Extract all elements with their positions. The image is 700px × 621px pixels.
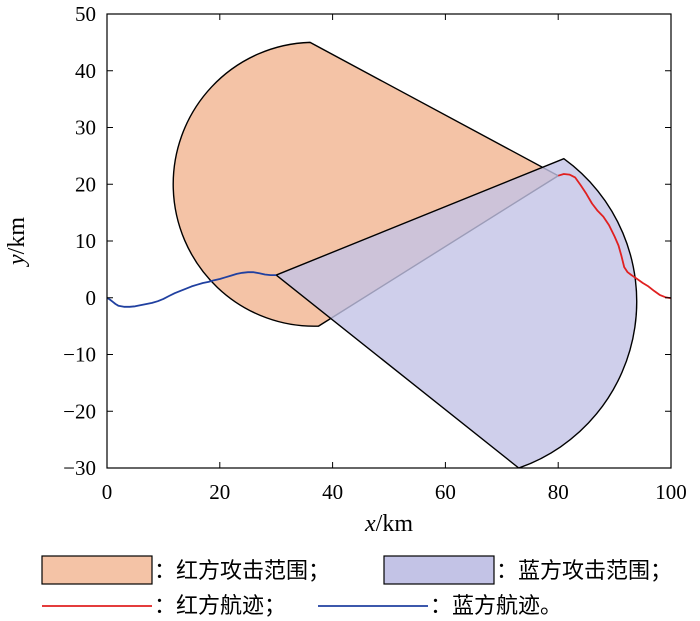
x-tick-label: 100 — [655, 480, 687, 504]
attack-regions — [172, 41, 638, 468]
legend: ：红方攻击范围； ：蓝方攻击范围； ：红方航迹； ：蓝方航迹。 — [41, 555, 672, 619]
y-tick-label: 0 — [86, 286, 97, 310]
y-tick-label: −10 — [63, 343, 96, 367]
x-axis-unit: /km — [376, 511, 414, 537]
x-axis-label-text: x/km — [364, 511, 413, 537]
legend-label-blue-track: ：蓝方航迹。 — [430, 594, 562, 619]
legend-label-red-track: ：红方航迹； — [154, 594, 286, 619]
legend-label-red-region: ：红方攻击范围； — [154, 559, 330, 584]
blue-track-line — [107, 271, 277, 308]
y-axis-label-text: y/km — [4, 217, 30, 267]
axis-ticks: 0 20 40 60 80 100 −30 −20 −10 0 10 20 30 40 50 — [63, 2, 687, 504]
y-tick-label: 30 — [75, 116, 96, 140]
red-attack-region — [172, 41, 560, 327]
legend-swatch-blue-region — [383, 555, 495, 585]
y-tick-label: 40 — [75, 59, 96, 83]
y-axis-unit: /km — [4, 217, 30, 255]
y-tick-label: −30 — [63, 456, 96, 480]
y-tick-label: 20 — [75, 172, 96, 196]
y-axis-variable: y — [4, 254, 30, 267]
x-tick-label: 60 — [435, 480, 456, 504]
y-tick-label: 10 — [75, 229, 96, 253]
blue-attack-region — [274, 157, 638, 468]
x-axis-variable: x — [364, 511, 376, 537]
x-tick-label: 80 — [548, 480, 569, 504]
y-axis-label: y/km — [4, 217, 30, 267]
x-tick-label: 0 — [102, 480, 113, 504]
x-tick-label: 20 — [209, 480, 230, 504]
x-tick-label: 40 — [322, 480, 343, 504]
x-axis-label: x/km — [364, 511, 413, 537]
red-track-line — [557, 173, 671, 300]
flight-tracks — [107, 173, 671, 308]
y-tick-label: −20 — [63, 399, 96, 423]
legend-label-blue-region: ：蓝方攻击范围； — [496, 559, 672, 584]
y-tick-label: 50 — [75, 2, 96, 26]
legend-swatch-red-region — [41, 555, 153, 585]
